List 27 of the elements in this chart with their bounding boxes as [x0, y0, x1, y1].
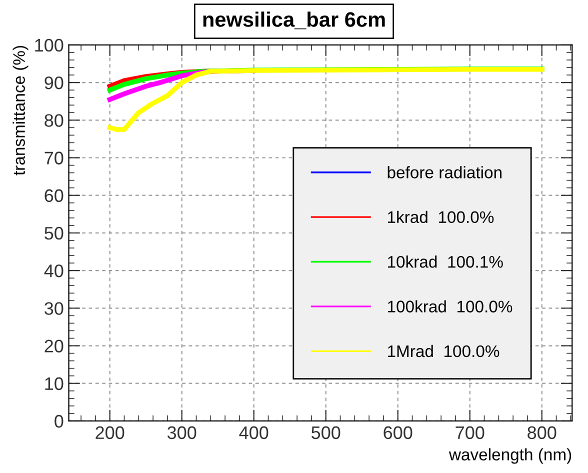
y-tick-label: 60 [44, 189, 64, 202]
y-tick-label: 50 [44, 226, 64, 240]
y-tick-label: 10 [45, 377, 64, 390]
y-tick-label: 20 [44, 340, 64, 352]
legend-label: 10krad 100.1% [388, 256, 503, 268]
x-axis-title: wavelength (nm) [448, 448, 572, 464]
y-tick-label: 80 [44, 114, 64, 127]
x-tick-label: 500 [312, 426, 340, 440]
chart-title: newsilica_bar 6cm [203, 12, 385, 30]
y-tick-label: 90 [44, 76, 64, 90]
y-tick-label: 70 [44, 152, 64, 164]
legend-label: 1Mrad 100.0% [388, 344, 500, 358]
x-tick-label: 200 [96, 426, 124, 440]
y-axis-title: transmittance (%) [12, 46, 28, 176]
x-tick-label: 400 [239, 426, 268, 440]
legend-label: before radiation [388, 166, 502, 178]
x-tick-label: 700 [456, 426, 484, 440]
line-series [107, 66, 544, 132]
x-tick-label: 300 [167, 426, 196, 440]
legend-label: 1krad 100.0% [388, 210, 494, 224]
y-tick-label: 0 [54, 414, 64, 428]
legend-label: 100krad 100.0% [388, 300, 512, 312]
y-tick-label: 30 [44, 302, 64, 315]
y-tick-label: 40 [44, 264, 64, 278]
x-tick-label: 800 [528, 426, 556, 440]
y-tick-label: 100 [35, 38, 64, 52]
x-tick-label: 600 [384, 426, 412, 440]
